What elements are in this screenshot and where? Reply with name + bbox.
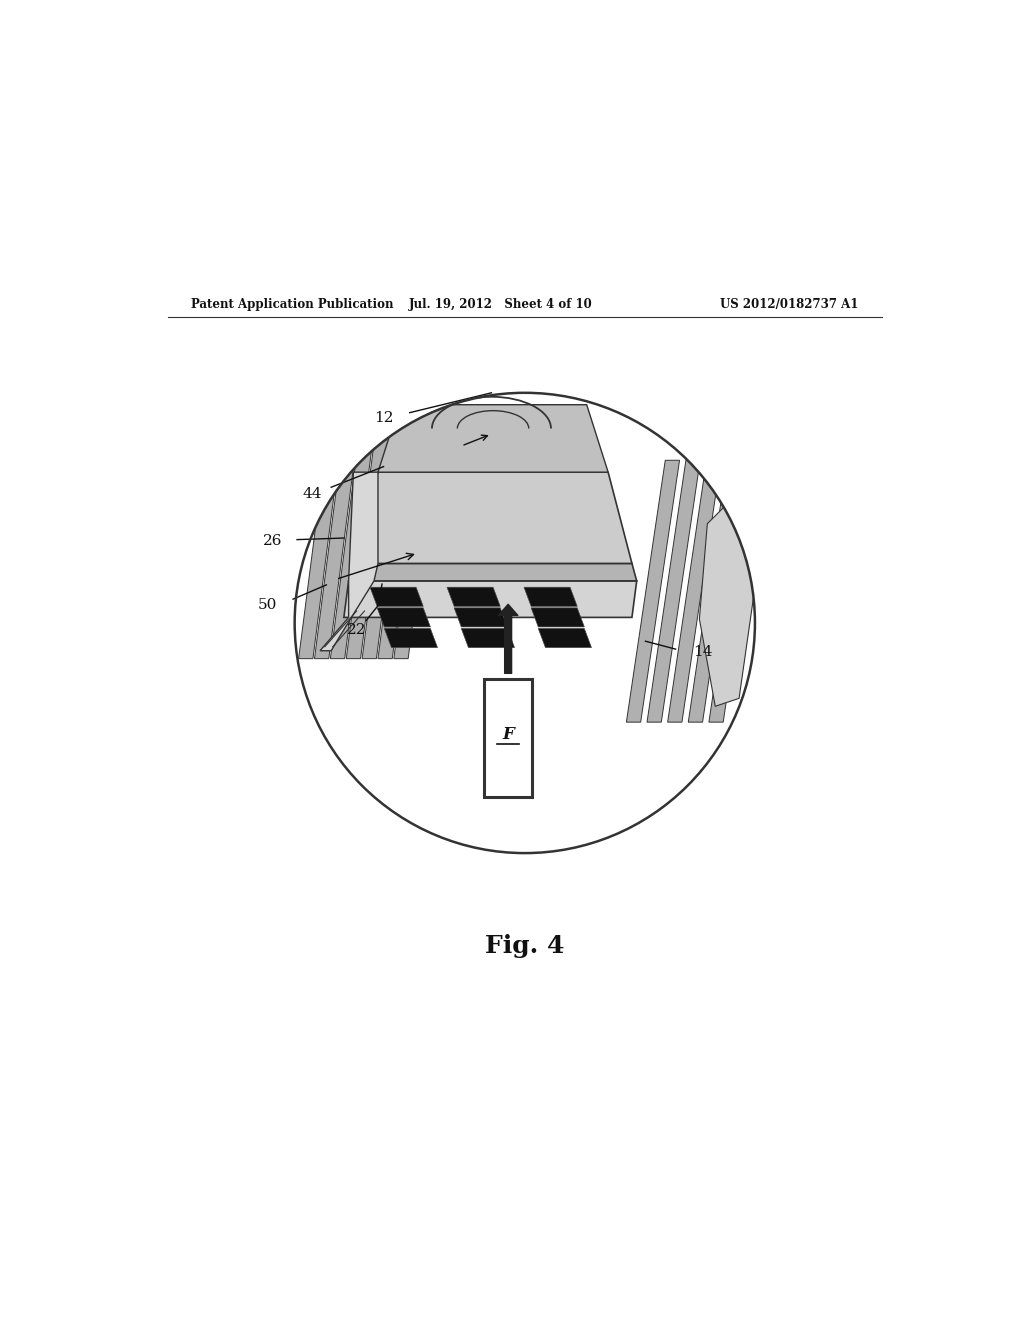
Polygon shape [668,461,721,722]
Polygon shape [353,473,632,564]
Text: 50: 50 [258,598,278,611]
Polygon shape [377,609,430,627]
Polygon shape [348,564,637,581]
Text: Fig. 4: Fig. 4 [485,935,564,958]
Polygon shape [378,405,608,473]
Text: 22: 22 [347,623,367,638]
Text: 44: 44 [302,487,322,500]
Polygon shape [394,413,440,659]
Polygon shape [331,413,377,659]
Polygon shape [362,413,409,659]
Polygon shape [699,508,755,706]
Polygon shape [647,461,700,722]
Polygon shape [344,581,637,618]
Text: 26: 26 [263,535,283,548]
Polygon shape [314,413,360,659]
Polygon shape [531,609,585,627]
Text: 12: 12 [374,412,393,425]
Polygon shape [524,587,578,606]
Text: Jul. 19, 2012   Sheet 4 of 10: Jul. 19, 2012 Sheet 4 of 10 [410,298,593,312]
Polygon shape [455,609,507,627]
Polygon shape [321,473,378,651]
FancyBboxPatch shape [483,678,531,797]
Circle shape [295,393,755,853]
Polygon shape [378,413,424,659]
Polygon shape [299,413,345,659]
Polygon shape [346,413,392,659]
Polygon shape [447,587,500,606]
Text: US 2012/0182737 A1: US 2012/0182737 A1 [720,298,858,312]
Text: Patent Application Publication: Patent Application Publication [191,298,394,312]
Polygon shape [709,461,762,722]
Polygon shape [370,587,423,606]
Text: 14: 14 [693,644,713,659]
Polygon shape [627,461,680,722]
Polygon shape [539,628,592,648]
Text: F: F [502,726,514,743]
Polygon shape [462,628,514,648]
FancyArrowPatch shape [499,605,518,673]
Polygon shape [688,461,741,722]
Polygon shape [384,628,437,648]
